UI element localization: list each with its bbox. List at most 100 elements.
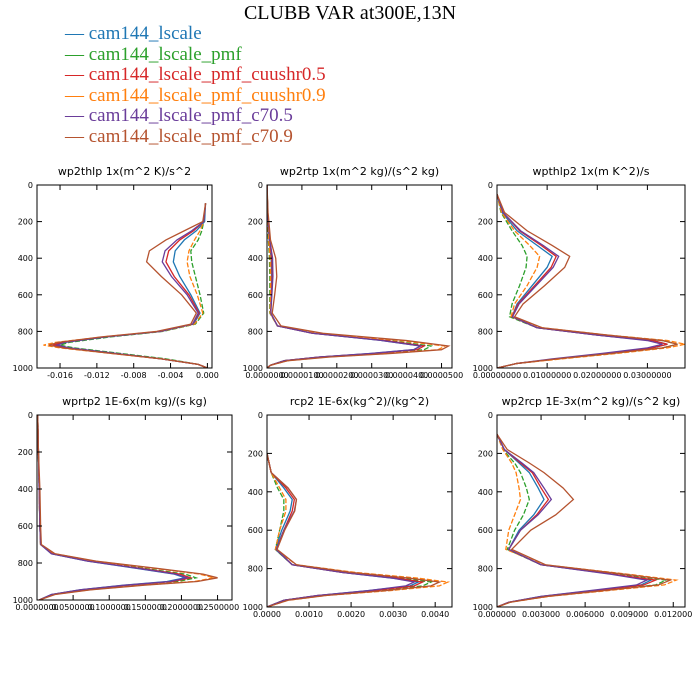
series-line-3	[52, 203, 208, 368]
x-tick-label: 0.0000500	[420, 371, 463, 380]
subplot-title: rcp2 1E-6x(kg^2)/(kg^2)	[290, 395, 429, 408]
y-tick-label: 200	[18, 218, 33, 227]
y-tick-label: 400	[248, 254, 263, 263]
y-tick-label: 200	[248, 218, 263, 227]
x-tick-label: 0.003000	[522, 610, 560, 619]
x-tick-label: -0.012	[84, 371, 110, 380]
series-line-3	[497, 433, 659, 607]
y-tick-label: 1000	[243, 364, 263, 373]
legend-entry: — cam144_lscale_pmf_cuushr0.5	[65, 64, 326, 85]
legend-entry: — cam144_lscale_pmf	[65, 43, 242, 65]
y-tick-label: 800	[478, 565, 493, 574]
y-tick-label: 0	[28, 411, 33, 420]
y-tick-label: 0	[488, 411, 493, 420]
y-tick-label: 600	[248, 291, 263, 300]
x-tick-label: -0.004	[158, 371, 184, 380]
series-line-4	[267, 453, 451, 607]
y-tick-label: 1000	[13, 596, 33, 605]
series-line-6	[497, 433, 673, 607]
series-line-3	[497, 193, 668, 368]
y-tick-label: 800	[478, 327, 493, 336]
series-line-2	[267, 453, 434, 607]
subplot-4: wprtp2 1E-6x(m kg)/(s kg) 0 200 400 600 800 10…	[13, 395, 240, 612]
plot-frame	[496, 414, 686, 608]
y-tick-label: 400	[18, 254, 33, 263]
x-tick-label: 0.012000	[654, 610, 692, 619]
legend-entry: — cam144_lscale_pmf_c70.9	[65, 125, 293, 147]
x-tick-label: 0.00000000	[473, 371, 521, 380]
series-line-5	[497, 433, 649, 607]
subplot-2: wp2rtp 1x(m^2 kg)/(s^2 kg) 0 200 400 600 800 1…	[243, 165, 464, 380]
x-tick-label: 0.0040	[421, 610, 449, 619]
x-tick-label: 0.02000000	[573, 371, 621, 380]
x-tick-label: 0.0500000	[51, 603, 94, 612]
series-line-6	[37, 415, 218, 600]
x-tick-label: 0.0010	[295, 610, 323, 619]
y-tick-label: 400	[478, 254, 493, 263]
subplot-title: wp2thlp 1x(m^2 K)/s^2	[58, 165, 191, 178]
x-tick-label: 0.03000000	[623, 371, 671, 380]
x-tick-label: 0.0000100	[280, 371, 323, 380]
y-tick-label: 200	[248, 449, 263, 458]
series-line-2	[37, 415, 199, 600]
series-line-5	[497, 193, 663, 368]
series-line-5	[37, 415, 190, 600]
y-tick-label: 600	[248, 526, 263, 535]
x-tick-label: 0.000000	[478, 610, 516, 619]
y-tick-label: 200	[478, 218, 493, 227]
series-line-6	[267, 453, 442, 607]
series-line-4	[267, 185, 448, 368]
x-tick-label: 0.0000000	[15, 603, 58, 612]
y-tick-label: 200	[478, 449, 493, 458]
series-line-1	[267, 453, 421, 607]
plot-frame	[266, 414, 453, 608]
x-tick-label: 0.0000	[253, 610, 281, 619]
y-tick-label: 800	[18, 327, 33, 336]
x-tick-label: -0.008	[121, 371, 147, 380]
x-tick-label: 0.0000400	[385, 371, 428, 380]
x-tick-label: -0.016	[47, 371, 73, 380]
y-tick-label: 1000	[473, 364, 493, 373]
series-line-3	[267, 453, 425, 607]
y-tick-label: 600	[18, 522, 33, 531]
series-line-1	[55, 203, 208, 368]
x-tick-label: 0.000	[196, 371, 219, 380]
series-line-6	[497, 193, 678, 368]
legend-entry: — cam144_lscale_pmf_cuushr0.9	[65, 84, 326, 106]
y-tick-label: 1000	[13, 364, 33, 373]
x-tick-label: 0.0000000	[245, 371, 288, 380]
series-line-1	[497, 433, 654, 607]
x-tick-label: 0.2000000	[160, 603, 203, 612]
y-tick-label: 600	[18, 291, 33, 300]
x-tick-label: 0.01000000	[523, 371, 571, 380]
x-tick-label: 0.0020	[337, 610, 365, 619]
x-tick-label: 0.0000300	[350, 371, 393, 380]
subplot-title: wp2rtp 1x(m^2 kg)/(s^2 kg)	[280, 165, 439, 178]
subplot-title: wp2rcp 1E-3x(m^2 kg)/(s^2 kg)	[502, 395, 681, 408]
series-line-2	[497, 433, 669, 607]
series-line-6	[267, 185, 451, 368]
y-tick-label: 0	[488, 181, 493, 190]
subplot-3: wpthlp2 1x(m K^2)/s 0 200 400 600 800 10000.00…	[473, 165, 686, 380]
x-tick-label: 0.006000	[566, 610, 604, 619]
y-tick-label: 1000	[473, 603, 493, 612]
x-tick-label: 0.0030	[379, 610, 407, 619]
series-line-5	[267, 453, 417, 607]
legend-entry: — cam144_lscale_pmf_c70.5	[65, 105, 293, 126]
series-line-1	[497, 193, 668, 368]
y-tick-label: 800	[248, 327, 263, 336]
y-tick-label: 400	[18, 485, 33, 494]
y-tick-label: 800	[18, 559, 33, 568]
plot-frame	[266, 184, 453, 369]
plot-frame	[36, 184, 213, 369]
y-tick-label: 400	[248, 488, 263, 497]
y-tick-label: 400	[478, 488, 493, 497]
legend-entry: — cam144_lscale	[65, 23, 202, 44]
y-tick-label: 0	[258, 411, 263, 420]
x-tick-label: 0.1500000	[124, 603, 167, 612]
y-tick-label: 0	[28, 181, 33, 190]
subplot-6: wp2rcp 1E-3x(m^2 kg)/(s^2 kg) 0 200 400 600 8…	[473, 395, 693, 619]
y-tick-label: 600	[478, 526, 493, 535]
